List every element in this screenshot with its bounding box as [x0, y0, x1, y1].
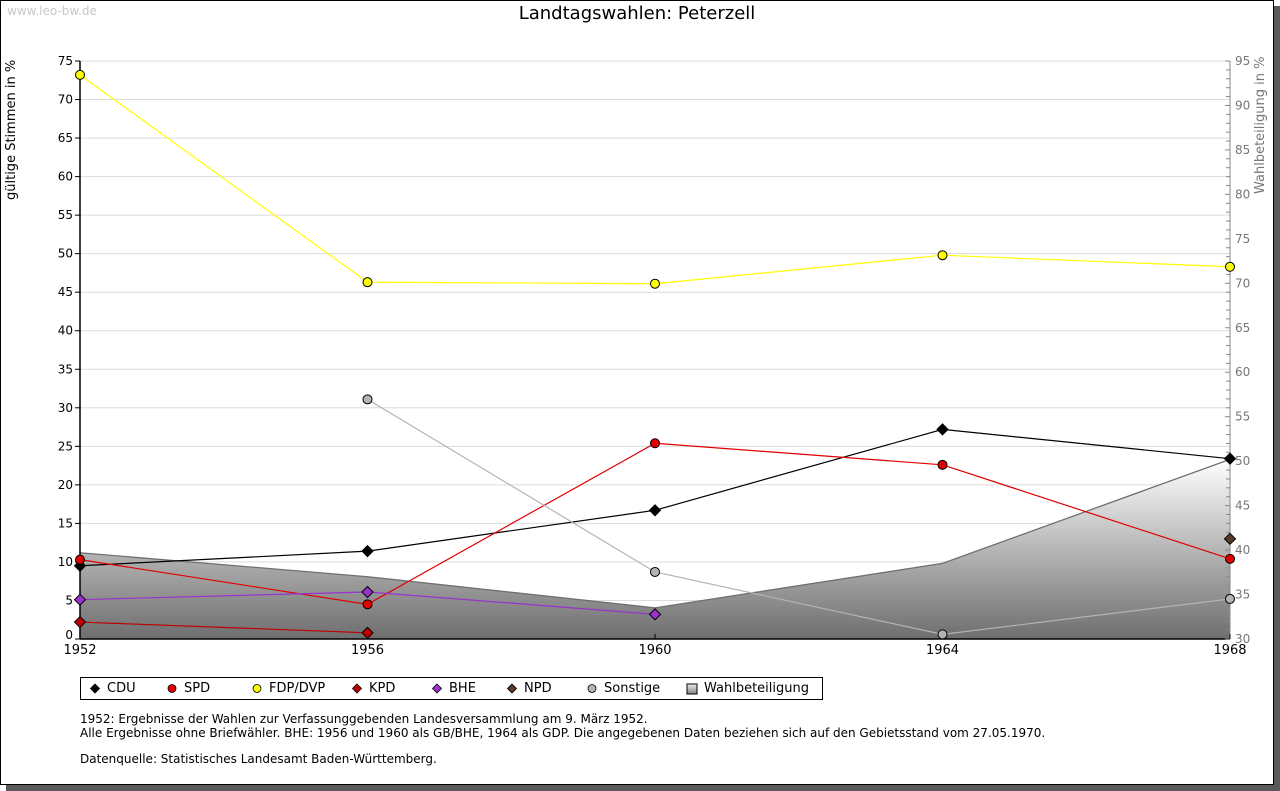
y-tick-label: 0 — [65, 628, 73, 642]
footnotes: 1952: Ergebnisse der Wahlen zur Verfassu… — [80, 712, 1045, 766]
legend-label: KPD — [369, 681, 396, 696]
y2-tick-label: 70 — [1235, 276, 1250, 290]
y-tick-label: 50 — [58, 247, 73, 261]
marker-sonstige — [1225, 593, 1235, 604]
marker-spd — [1225, 553, 1235, 564]
marker-fdpdvp — [1225, 261, 1235, 272]
y-tick-label: 60 — [58, 170, 73, 184]
marker-cdu — [648, 504, 662, 517]
y2-tick-label: 60 — [1235, 365, 1250, 379]
y-tick-label: 20 — [58, 478, 73, 492]
tick-labels: 0 5 10 15 20 25 30 35 40 45 50 55 60 65 70 75 30 35 40 45 50… — [58, 54, 1251, 658]
watermark: www.leo-bw.de — [7, 4, 97, 18]
y2-tick-label: 55 — [1235, 410, 1250, 424]
marker-kpd — [73, 615, 87, 629]
marker-spd — [75, 554, 85, 565]
legend-swatch — [587, 684, 597, 693]
legend: CDU SPD FDP/DVP KPD BHE NPD Sonstige Wahlbeteil… — [80, 677, 823, 700]
turnout-area-line — [79, 458, 1231, 609]
series-line-kpd — [79, 621, 368, 634]
marker-spd — [937, 459, 948, 470]
marker-fdpdvp — [362, 277, 373, 288]
marker-cdu — [361, 544, 374, 558]
y-tick-label: 35 — [58, 362, 73, 376]
legend-label: SPD — [184, 681, 211, 696]
marker-fdpdvp — [75, 69, 85, 80]
data-source: Datenquelle: Statistisches Landesamt Bad… — [80, 752, 437, 766]
y-tick-label: 55 — [58, 208, 73, 222]
y2-tick-label: 35 — [1235, 588, 1250, 602]
y2-tick-label: 85 — [1235, 143, 1250, 157]
marker-cdu — [936, 423, 949, 436]
marker-cdu — [1223, 452, 1237, 465]
series-line-fdpdvp — [79, 74, 1231, 285]
legend-marker-circle — [587, 684, 597, 693]
marker-bhe — [361, 585, 374, 599]
y-tick-label: 65 — [58, 131, 73, 145]
x-tick-label: 1960 — [638, 643, 671, 658]
y2-tick-label: 95 — [1235, 54, 1250, 68]
y-tick-label: 70 — [58, 93, 73, 107]
footnote-general: Alle Ergebnisse ohne Briefwähler. BHE: 1… — [80, 726, 1046, 740]
marker-fdpdvp — [937, 250, 948, 261]
marker-spd — [650, 438, 660, 449]
marker-spd — [362, 599, 373, 610]
marker-sonstige — [650, 566, 660, 577]
y-tick-label: 15 — [58, 516, 73, 530]
series-line-sonstige — [367, 398, 1231, 635]
legend-swatch — [89, 683, 101, 694]
gridlines — [80, 60, 1230, 601]
legend-label: BHE — [449, 681, 476, 696]
legend-label: Sonstige — [604, 681, 661, 696]
chart-title: Landtagswahlen: Peterzell — [518, 3, 756, 24]
legend-label: NPD — [524, 681, 552, 696]
marker-sonstige — [362, 394, 373, 405]
series-markers — [73, 69, 1237, 640]
legend-swatch — [506, 683, 518, 694]
y-tick-label: 10 — [58, 555, 73, 569]
legend-label: CDU — [107, 681, 136, 696]
legend-marker-diamond — [431, 683, 443, 694]
x-tick-label: 1968 — [1213, 643, 1246, 658]
y2-tick-label: 30 — [1235, 632, 1250, 646]
x-tick-label: 1956 — [351, 643, 384, 658]
legend-marker-circle — [252, 684, 262, 693]
y-tick-label: 45 — [58, 285, 73, 299]
y2-tick-label: 50 — [1235, 454, 1250, 468]
legend-label: Wahlbeteiligung — [704, 681, 810, 696]
y2-tick-label: 65 — [1235, 321, 1250, 335]
legend-swatch — [167, 684, 177, 693]
y2-tick-label: 75 — [1235, 232, 1250, 246]
marker-fdpdvp — [650, 278, 660, 289]
y-tick-label: 40 — [58, 324, 73, 338]
legend-swatch — [431, 683, 443, 694]
legend-swatch — [252, 684, 262, 693]
marker-npd — [1223, 532, 1237, 546]
x-tick-label: 1952 — [63, 643, 96, 658]
legend-label: FDP/DVP — [269, 681, 326, 696]
legend-marker-diamond — [89, 683, 101, 694]
y-tick-label: 5 — [65, 593, 73, 607]
legend-marker-square — [686, 683, 698, 695]
legend-swatch — [351, 683, 363, 694]
y2-tick-label: 80 — [1235, 187, 1250, 201]
y2-tick-label: 45 — [1235, 499, 1250, 513]
footnote-1952: 1952: Ergebnisse der Wahlen zur Verfassu… — [80, 712, 648, 726]
legend-marker-diamond — [351, 683, 363, 694]
y-tick-label: 75 — [58, 54, 73, 68]
legend-marker-circle — [167, 684, 177, 693]
legend-marker-diamond — [506, 683, 518, 694]
y-tick-label: 30 — [58, 401, 73, 415]
marker-bhe — [73, 593, 87, 606]
marker-bhe — [648, 608, 662, 621]
y2-tick-label: 40 — [1235, 543, 1250, 557]
marker-sonstige — [937, 629, 948, 640]
legend-swatch — [686, 683, 698, 695]
x-tick-label: 1964 — [926, 643, 959, 658]
y2-tick-label: 90 — [1235, 98, 1250, 112]
y-tick-label: 25 — [58, 439, 73, 453]
marker-kpd — [361, 626, 374, 640]
